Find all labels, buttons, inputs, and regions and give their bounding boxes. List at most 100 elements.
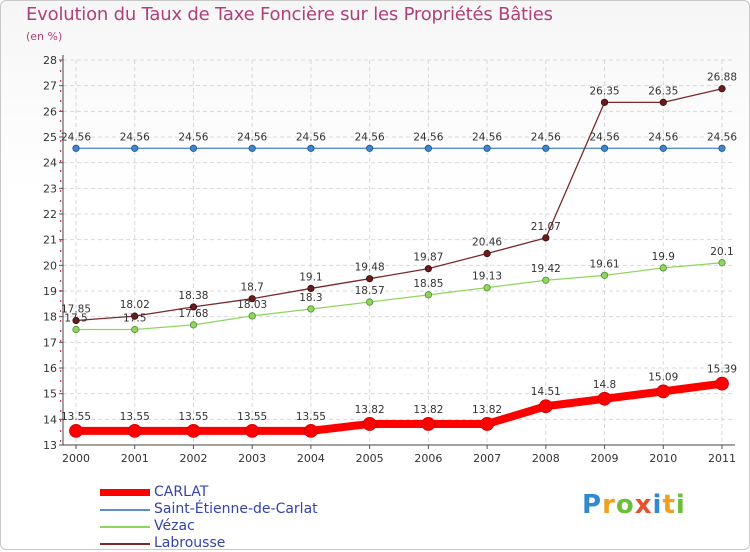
data-point-saint-etienne-de-carlat	[131, 144, 139, 152]
legend-swatch-carlat	[100, 489, 150, 496]
tick-label-y: 26	[43, 105, 57, 118]
data-point-vezac	[366, 298, 374, 306]
axis-dot	[60, 230, 62, 232]
data-label-vezac: 17.5	[64, 313, 87, 325]
logo-letter: i	[675, 490, 686, 520]
data-point-carlat	[538, 399, 553, 414]
logo-letter: t	[662, 490, 676, 520]
data-point-carlat	[245, 423, 260, 438]
axis-dot	[60, 190, 62, 192]
axis-dot	[60, 60, 62, 62]
tick-label-y: 14	[43, 413, 57, 426]
axis-dot	[60, 340, 62, 342]
legend-label-labrousse: Labrousse	[154, 535, 226, 551]
data-point-saint-etienne-de-carlat	[248, 144, 256, 152]
data-label-carlat: 13.55	[120, 411, 150, 423]
axis-dot	[60, 80, 62, 82]
axis-dot	[60, 140, 62, 142]
series-line-labrousse	[75, 88, 723, 322]
tick-label-x: 2007	[473, 452, 501, 465]
data-point-labrousse	[424, 265, 432, 273]
data-point-labrousse	[248, 295, 256, 303]
axis-dot	[60, 320, 62, 322]
data-label-saint-etienne-de-carlat: 24.56	[531, 131, 561, 143]
legend-label-vezac: Vézac	[154, 518, 195, 534]
axis-dot	[60, 150, 62, 152]
data-label-saint-etienne-de-carlat: 24.56	[120, 131, 150, 143]
data-label-labrousse: 26.35	[648, 85, 678, 97]
logo-letter: o	[615, 490, 635, 520]
data-label-vezac: 19.42	[531, 263, 561, 275]
proxiti-logo: Proxiti	[582, 490, 686, 520]
data-point-saint-etienne-de-carlat	[659, 144, 667, 152]
data-point-vezac	[542, 276, 550, 284]
legend-swatch-saint-etienne	[100, 509, 150, 511]
data-label-labrousse: 18.38	[178, 290, 208, 302]
data-label-labrousse: 18.7	[240, 282, 263, 294]
axis-dot	[60, 200, 62, 202]
axis-dot	[60, 440, 62, 442]
axis-dot	[60, 120, 62, 122]
axis-dot	[60, 360, 62, 362]
tick-label-x: 2008	[532, 452, 560, 465]
legend-swatch-vezac	[100, 526, 150, 528]
data-point-vezac	[600, 271, 609, 279]
data-point-carlat	[421, 417, 436, 431]
data-point-carlat	[186, 423, 201, 438]
axis-dot	[60, 310, 62, 312]
data-point-saint-etienne-de-carlat	[718, 144, 726, 152]
axis-dot	[60, 210, 62, 212]
data-point-vezac	[189, 321, 198, 329]
data-point-vezac	[307, 305, 315, 313]
axis-dot	[60, 280, 62, 282]
data-label-labrousse: 17.85	[61, 304, 91, 316]
data-label-carlat: 15.39	[707, 364, 737, 376]
data-point-labrousse	[600, 98, 609, 106]
data-label-saint-etienne-de-carlat: 24.56	[237, 131, 267, 143]
data-point-saint-etienne-de-carlat	[483, 144, 491, 152]
data-label-vezac: 17.68	[178, 308, 208, 320]
data-point-carlat	[480, 417, 494, 431]
tick-label-x: 2009	[591, 452, 619, 465]
tick-label-x: 2004	[297, 452, 325, 465]
data-label-vezac: 18.3	[299, 292, 322, 304]
axis-dot	[60, 240, 62, 242]
data-label-carlat: 13.82	[355, 404, 385, 416]
data-label-saint-etienne-de-carlat: 24.56	[178, 131, 208, 143]
data-label-vezac: 19.61	[590, 258, 620, 270]
axis-dot	[60, 400, 62, 402]
data-label-carlat: 13.82	[413, 404, 443, 416]
data-label-carlat: 13.55	[237, 411, 267, 423]
data-point-carlat	[656, 384, 671, 399]
axis-dot	[60, 330, 62, 332]
data-label-labrousse: 19.48	[355, 262, 385, 274]
tick-label-y: 28	[43, 54, 57, 67]
axis-dot	[60, 370, 62, 372]
data-label-labrousse: 20.46	[472, 237, 502, 249]
data-point-vezac	[131, 325, 139, 334]
data-point-carlat	[127, 423, 142, 438]
data-point-saint-etienne-de-carlat	[307, 144, 315, 152]
data-point-saint-etienne-de-carlat	[542, 144, 550, 152]
data-label-carlat: 13.55	[178, 411, 208, 423]
tick-label-y: 22	[43, 208, 57, 221]
chart-title: Evolution du Taux de Taxe Foncière sur l…	[26, 4, 553, 25]
data-point-labrousse	[366, 275, 374, 283]
legend-swatch-labrousse	[100, 543, 150, 545]
tick-label-x: 2003	[238, 452, 266, 465]
data-label-labrousse: 26.88	[707, 72, 737, 84]
axis-dot	[60, 430, 62, 432]
data-label-vezac: 18.03	[237, 299, 267, 311]
axis-dot	[60, 70, 62, 72]
data-point-vezac	[483, 284, 491, 292]
data-point-labrousse	[483, 249, 491, 258]
data-label-vezac: 18.85	[413, 278, 443, 290]
axis-dot	[60, 380, 62, 382]
data-point-vezac	[72, 325, 80, 334]
tick-label-y: 19	[43, 285, 57, 298]
data-label-vezac: 19.9	[652, 251, 675, 263]
data-point-labrousse	[72, 316, 80, 325]
data-point-carlat	[715, 376, 729, 391]
data-point-labrousse	[189, 303, 198, 311]
